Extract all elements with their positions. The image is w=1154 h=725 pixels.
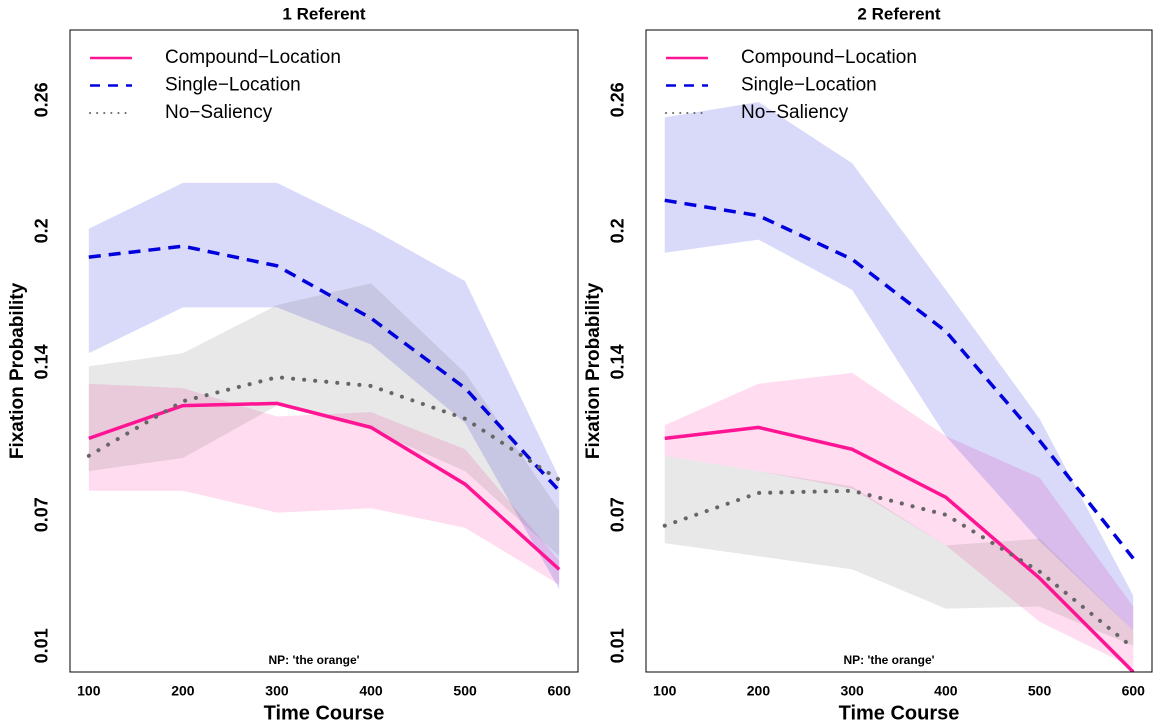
legend-label: Compound−Location: [165, 47, 341, 68]
confidence-band: [664, 372, 1134, 668]
y-tick-label: 0.07: [608, 497, 628, 532]
annotation: NP: 'the orange': [843, 653, 934, 667]
x-tick-label: 200: [747, 683, 771, 699]
x-tick-label: 200: [171, 683, 195, 699]
legend-label: Single−Location: [741, 75, 877, 96]
y-tick-label: 0.14: [32, 344, 52, 379]
x-tick-label: 600: [548, 683, 572, 699]
x-tick-label: 500: [1028, 683, 1052, 699]
x-tick-label: 300: [840, 683, 864, 699]
confidence-band: [88, 283, 560, 557]
y-tick-label: 0.01: [32, 628, 52, 663]
x-axis-label: Time Course: [264, 702, 385, 724]
series-line: [664, 425, 1135, 672]
chart-title: 1 Referent: [282, 4, 365, 23]
y-tick-label: 0.26: [32, 82, 52, 117]
confidence-band: [664, 102, 1134, 631]
annotation: NP: 'the orange': [268, 653, 359, 667]
legend-label: Compound−Location: [741, 47, 917, 68]
legend-label: No−Saliency: [741, 102, 849, 123]
x-tick-label: 500: [453, 683, 477, 699]
series-line: [86, 375, 562, 482]
x-tick-label: 300: [265, 683, 289, 699]
y-tick-label: 0.01: [608, 628, 628, 663]
x-tick-label: 100: [77, 683, 101, 699]
y-axis-label: Fixation Probability: [7, 282, 28, 459]
y-tick-label: 0.2: [32, 218, 52, 243]
y-tick-label: 0.2: [608, 218, 628, 243]
plot-area: [662, 102, 1136, 672]
x-tick-label: 400: [934, 683, 958, 699]
x-tick-label: 400: [359, 683, 383, 699]
plot-area: [86, 182, 562, 590]
x-tick-label: 100: [653, 683, 677, 699]
series-line: [88, 244, 561, 492]
x-axis-label: Time Course: [839, 702, 960, 724]
plot-frame: [645, 29, 1153, 673]
y-tick-label: 0.26: [608, 82, 628, 117]
x-tick-label: 600: [1122, 683, 1146, 699]
y-tick-label: 0.14: [608, 344, 628, 379]
chart-title: 2 Referent: [857, 4, 940, 23]
confidence-band: [88, 383, 560, 585]
y-axis-label: Fixation Probability: [583, 282, 604, 459]
plot-frame: [69, 29, 579, 673]
confidence-band: [664, 455, 1134, 646]
confidence-band: [88, 182, 560, 590]
legend-label: No−Saliency: [165, 102, 273, 123]
series-line: [664, 198, 1135, 560]
legend-label: Single−Location: [165, 75, 301, 96]
y-tick-label: 0.07: [32, 497, 52, 532]
